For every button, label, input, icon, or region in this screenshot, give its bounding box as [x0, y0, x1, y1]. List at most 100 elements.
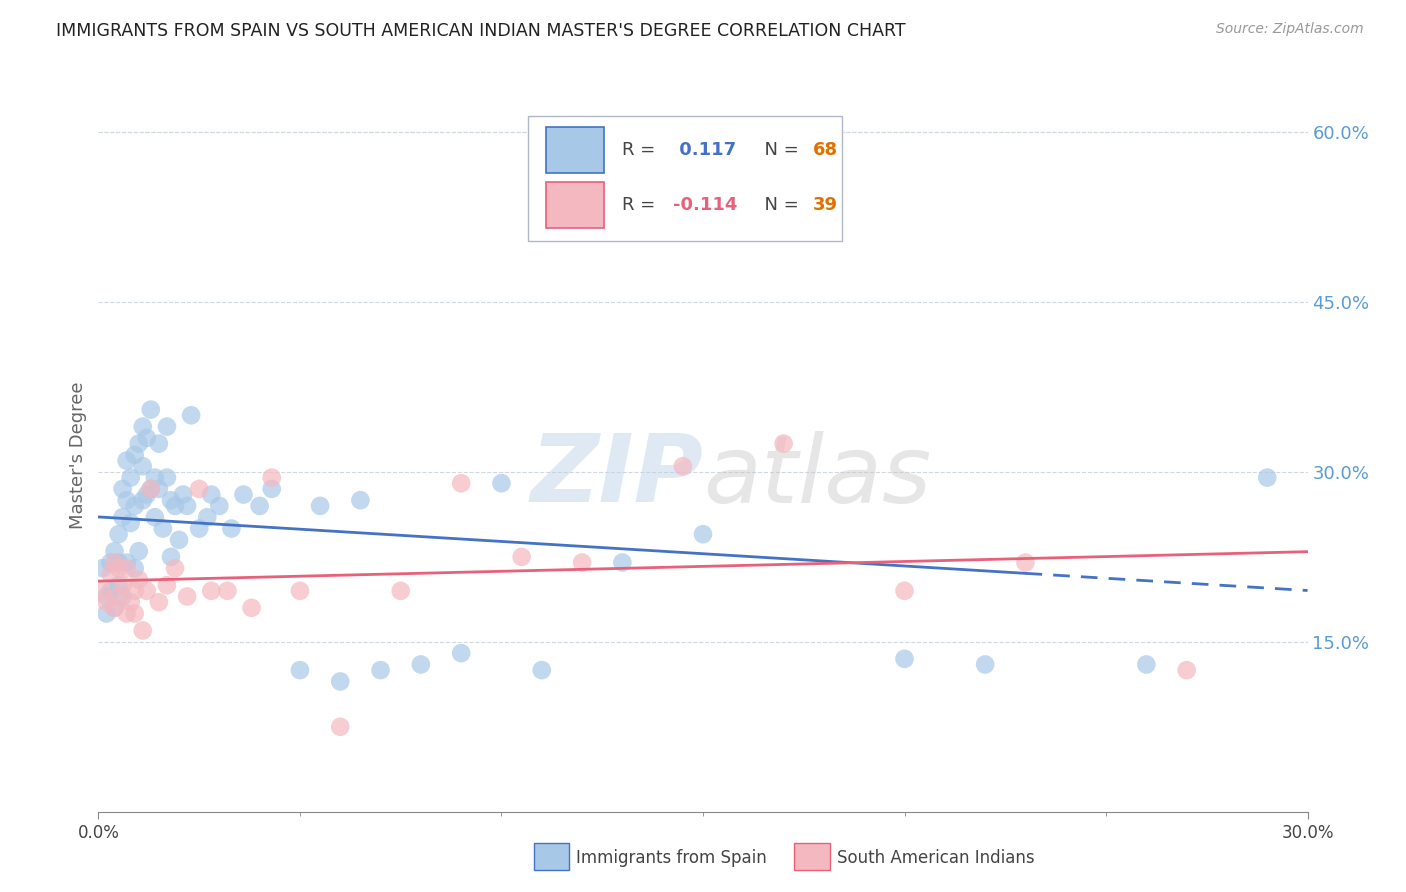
Point [103, 544, 125, 558]
Point [672, 459, 695, 474]
Point [612, 556, 634, 570]
Point [974, 657, 997, 672]
Point [143, 470, 166, 484]
Point [96, 590, 118, 604]
Point [111, 482, 134, 496]
Point [103, 600, 125, 615]
Point [128, 544, 150, 558]
Point [139, 402, 162, 417]
Point [160, 493, 183, 508]
Point [132, 493, 155, 508]
Point [103, 556, 125, 570]
Point [260, 470, 283, 484]
Point [120, 516, 142, 530]
Point [188, 482, 211, 496]
Point [772, 436, 794, 450]
Point [115, 607, 138, 621]
Point [120, 595, 142, 609]
Text: South American Indians: South American Indians [837, 849, 1035, 867]
Point [156, 578, 179, 592]
Point [893, 652, 915, 666]
Point [124, 583, 146, 598]
Point [1175, 663, 1198, 677]
Point [450, 476, 472, 491]
Point [221, 522, 243, 536]
Point [260, 482, 283, 496]
Point [772, 187, 794, 202]
Point [107, 561, 129, 575]
Point [491, 476, 513, 491]
Point [120, 470, 142, 484]
Point [160, 549, 183, 564]
Point [132, 459, 155, 474]
Point [329, 674, 352, 689]
Point [217, 583, 239, 598]
Text: atlas: atlas [703, 431, 931, 522]
Point [111, 578, 134, 592]
Point [200, 487, 222, 501]
Text: 39: 39 [813, 196, 838, 214]
Point [135, 431, 157, 445]
Point [91, 561, 114, 575]
Point [148, 482, 170, 496]
Point [893, 583, 915, 598]
Point [172, 487, 194, 501]
FancyBboxPatch shape [546, 182, 603, 228]
Point [132, 419, 155, 434]
Point [115, 493, 138, 508]
Point [249, 499, 271, 513]
Point [370, 663, 392, 677]
Point [128, 573, 150, 587]
Point [148, 595, 170, 609]
Point [389, 583, 412, 598]
Point [349, 493, 371, 508]
Point [692, 527, 714, 541]
Point [135, 487, 157, 501]
Text: -0.114: -0.114 [672, 196, 737, 214]
Point [100, 566, 122, 581]
Point [195, 510, 218, 524]
Text: IMMIGRANTS FROM SPAIN VS SOUTH AMERICAN INDIAN MASTER'S DEGREE CORRELATION CHART: IMMIGRANTS FROM SPAIN VS SOUTH AMERICAN … [56, 22, 905, 40]
Point [91, 583, 114, 598]
Point [124, 448, 146, 462]
Point [139, 482, 162, 496]
Point [208, 499, 231, 513]
Text: R =: R = [621, 141, 661, 159]
Point [115, 556, 138, 570]
Point [232, 487, 254, 501]
Point [124, 561, 146, 575]
Point [1014, 556, 1036, 570]
Point [180, 409, 202, 423]
Point [156, 419, 179, 434]
Text: 68: 68 [813, 141, 838, 159]
Text: N =: N = [752, 196, 804, 214]
Point [156, 470, 179, 484]
Point [176, 499, 198, 513]
Point [571, 556, 593, 570]
Text: 0.117: 0.117 [672, 141, 735, 159]
Point [100, 556, 122, 570]
Point [96, 607, 118, 621]
Point [163, 499, 186, 513]
Point [107, 527, 129, 541]
Point [115, 561, 138, 575]
Point [409, 657, 432, 672]
Point [1135, 657, 1157, 672]
Point [107, 590, 129, 604]
Point [510, 549, 533, 564]
Point [96, 595, 118, 609]
Point [124, 607, 146, 621]
Y-axis label: Master's Degree: Master's Degree [69, 381, 87, 529]
Point [111, 510, 134, 524]
Text: ZIP: ZIP [530, 430, 703, 523]
Point [176, 590, 198, 604]
FancyBboxPatch shape [527, 116, 842, 241]
Point [143, 510, 166, 524]
Point [111, 590, 134, 604]
Point [530, 663, 553, 677]
Point [100, 583, 122, 598]
Point [115, 453, 138, 467]
Point [329, 720, 352, 734]
Text: R =: R = [621, 196, 661, 214]
Point [288, 583, 311, 598]
